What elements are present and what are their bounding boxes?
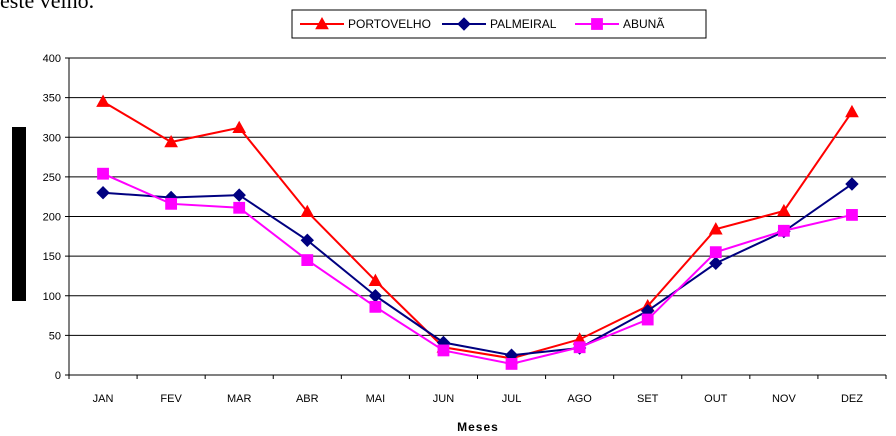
top-text: este velho. bbox=[0, 0, 95, 13]
ylabel-block bbox=[12, 127, 26, 301]
y-tick-label: 300 bbox=[43, 132, 61, 144]
legend-marker bbox=[315, 16, 329, 30]
x-tick-label: DEZ bbox=[841, 393, 863, 405]
x-tick-label: JAN bbox=[93, 393, 114, 405]
legend-box bbox=[291, 9, 707, 39]
data-point bbox=[301, 254, 314, 266]
legend-label: PORTOVELHO bbox=[348, 17, 431, 31]
y-tick-label: 250 bbox=[43, 172, 61, 184]
data-point bbox=[845, 104, 859, 118]
data-point bbox=[165, 197, 178, 210]
data-point bbox=[368, 273, 383, 286]
series-group bbox=[96, 94, 859, 370]
data-point bbox=[233, 201, 246, 214]
data-point bbox=[300, 204, 315, 218]
y-tick-label: 200 bbox=[43, 212, 61, 224]
x-tick-label: NOV bbox=[772, 393, 797, 405]
series-1 bbox=[96, 94, 859, 364]
data-point bbox=[96, 186, 110, 200]
x-tick-label: FEV bbox=[160, 393, 182, 405]
data-point bbox=[232, 120, 247, 134]
legend-label: ABUNÃ bbox=[623, 17, 664, 31]
data-point bbox=[709, 246, 722, 259]
legend-marker bbox=[591, 18, 603, 30]
x-tick-labels: JAN FEV MAR ABR MAI JUN JUL AGO SET OUT NOV DEZ bbox=[93, 393, 864, 405]
y-tick-label: 350 bbox=[43, 93, 61, 105]
x-tick-label: SET bbox=[637, 393, 659, 405]
data-point bbox=[164, 134, 178, 148]
data-point bbox=[641, 313, 654, 326]
series-3 bbox=[97, 167, 858, 370]
y-tick-label: 0 bbox=[55, 370, 61, 382]
gridlines bbox=[69, 57, 886, 336]
y-tick-label: 400 bbox=[43, 53, 61, 65]
data-point bbox=[437, 344, 450, 357]
data-point bbox=[777, 203, 791, 217]
data-point bbox=[573, 341, 586, 354]
axes bbox=[65, 57, 887, 379]
series-line bbox=[102, 100, 853, 360]
data-point bbox=[845, 177, 859, 191]
x-axis-title: Meses bbox=[457, 420, 499, 434]
y-tick-labels: 0 50 100 150 200 250 300 350 400 bbox=[43, 53, 61, 382]
data-point bbox=[232, 188, 246, 202]
legend: PORTOVELHO PALMEIRAL ABUNÃ bbox=[291, 9, 707, 39]
x-tick-label: ABR bbox=[296, 393, 319, 405]
data-point bbox=[708, 222, 723, 235]
data-point bbox=[846, 209, 858, 221]
data-point bbox=[709, 256, 723, 270]
x-tick-label: JUL bbox=[502, 393, 522, 405]
data-point bbox=[505, 358, 518, 370]
x-tick-label: MAR bbox=[227, 393, 252, 405]
series-line bbox=[102, 172, 853, 365]
x-tick-label: OUT bbox=[704, 393, 728, 405]
data-point bbox=[96, 94, 110, 107]
legend-marker bbox=[457, 17, 471, 31]
y-tick-label: 150 bbox=[43, 251, 61, 263]
data-point bbox=[300, 233, 314, 247]
x-tick-label: AGO bbox=[567, 393, 592, 405]
data-point bbox=[369, 300, 382, 313]
y-tick-label: 50 bbox=[49, 330, 61, 342]
data-point bbox=[777, 224, 790, 237]
data-point bbox=[97, 167, 109, 180]
legend-label: PALMEIRAL bbox=[490, 17, 557, 31]
x-tick-label: MAI bbox=[366, 393, 386, 405]
y-tick-label: 100 bbox=[43, 291, 61, 303]
x-tick-label: JUN bbox=[433, 393, 454, 405]
series-line bbox=[102, 183, 853, 357]
